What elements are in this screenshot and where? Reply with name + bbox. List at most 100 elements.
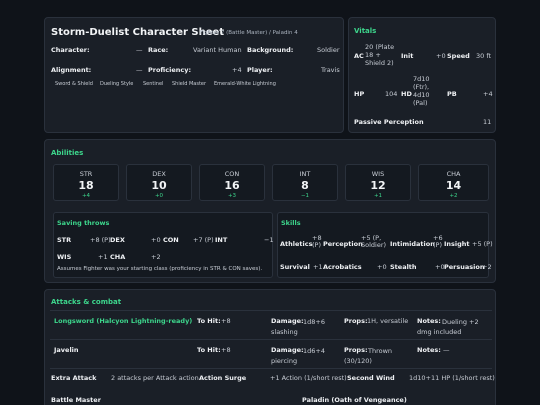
ability-mod: −1 (300, 193, 310, 199)
pb-value: +4 (483, 90, 493, 98)
ac-label: AC (354, 52, 364, 60)
attacks-card: Attacks & combat Longsword (Halcyon Ligh… (44, 289, 496, 405)
damage-value: 1d6+4 piercing (271, 347, 325, 365)
ability-name: CON (224, 170, 240, 178)
ability-wis: WIS 12 +1 (345, 164, 411, 201)
divider (50, 339, 492, 340)
ability-name: STR (79, 170, 93, 178)
vitals-title: Vitals (354, 27, 377, 35)
skill-name: Stealth (390, 263, 417, 271)
tag: Emerald-White Lightning (214, 81, 276, 87)
save-name: DEX (110, 236, 125, 244)
save-value: +0 (151, 236, 161, 244)
save-value: +8 (P) (90, 236, 111, 244)
ability-mod: +3 (227, 193, 237, 199)
notes-label: Notes: (417, 317, 441, 325)
save-name: STR (57, 236, 72, 244)
props-label: Props: (344, 346, 368, 354)
ability-score: 8 (301, 179, 309, 192)
second-wind-label: Second Wind (347, 374, 395, 382)
race-value: Variant Human (193, 46, 242, 54)
tag: Sword & Shield (55, 81, 93, 87)
divider (50, 310, 492, 311)
speed-label: Speed (447, 52, 470, 60)
skill-name: Athletics (280, 240, 313, 248)
character-label: Character: (51, 46, 90, 54)
props-value: 1H, versatile (367, 317, 409, 325)
header-card: Storm-Duelist Character Sheet Fighter 7 … (44, 17, 344, 133)
skill-value: +5 (P, Soldier) (361, 234, 387, 249)
skill-value: +5 (P) (472, 240, 493, 248)
paladin-label: Paladin (Oath of Vengeance) (302, 396, 407, 404)
ability-mod: +0 (154, 193, 164, 199)
ability-dex: DEX 10 +0 (126, 164, 192, 201)
tohit-value: +8 (221, 346, 231, 354)
skills-title: Skills (281, 219, 301, 227)
ability-score: 14 (445, 179, 462, 192)
alignment-label: Alignment: (51, 66, 92, 74)
skill-name: Survival (280, 263, 310, 271)
pb-label: PB (447, 90, 457, 98)
tohit-label: To Hit: (197, 317, 221, 325)
character-value: — (136, 46, 143, 54)
tag: Sentinel (143, 81, 164, 87)
saving-throws-title: Saving throws (57, 219, 110, 227)
second-wind-value: 1d10+11 HP (1/short rest) (409, 374, 495, 382)
save-name: CHA (110, 253, 126, 261)
save-value: −1 (264, 236, 274, 244)
hd-value: 7d10 (Ftr), 4d10 (Pal) (413, 75, 430, 107)
page-title: Storm-Duelist Character Sheet (51, 27, 225, 38)
skill-name: Intimidation (390, 240, 435, 248)
skill-value: +8 (P) (312, 234, 322, 249)
ability-cha: CHA 14 +2 (418, 164, 489, 201)
speed-value: 30 ft (476, 52, 492, 60)
props-value: Thrown (30/120) (344, 347, 393, 365)
saves-note: Assumes Fighter was your starting class … (57, 266, 263, 272)
save-name: INT (215, 236, 228, 244)
ability-str: STR 18 +4 (53, 164, 119, 201)
attack-name[interactable]: Longsword (Halcyon Lightning-ready) (54, 317, 193, 325)
skill-name: Acrobatics (323, 263, 362, 271)
props-label: Props: (344, 317, 368, 325)
passive-perception-label: Passive Perception (354, 118, 424, 126)
player-value: Travis (321, 66, 340, 74)
attack-name[interactable]: Javelin (54, 346, 79, 354)
save-name: CON (163, 236, 179, 244)
init-label: Init (401, 52, 414, 60)
skill-value: +6 (P) (433, 234, 443, 249)
skill-value: +1 (313, 263, 323, 271)
tohit-value: +8 (221, 317, 231, 325)
ability-name: CHA (446, 170, 461, 178)
attacks-title: Attacks & combat (51, 298, 122, 306)
page-subtitle: Fighter 7 (Battle Master) / Paladin 4 (200, 30, 298, 36)
background-label: Background: (247, 46, 294, 54)
skill-name: Persuasion (444, 263, 485, 271)
ability-mod: +2 (449, 193, 458, 199)
action-surge-label: Action Surge (199, 374, 247, 382)
race-label: Race: (148, 46, 169, 54)
extra-attack-label: Extra Attack (51, 374, 97, 382)
damage-label: Damage: (271, 346, 304, 354)
ability-int: INT 8 −1 (272, 164, 338, 201)
notes-value: — (443, 346, 450, 354)
skill-name: Perception (323, 240, 363, 248)
divider (50, 368, 492, 369)
save-name: WIS (57, 253, 72, 261)
battle-master-label: Battle Master (51, 396, 101, 404)
save-value: +1 (98, 253, 108, 261)
save-value: +7 (P) (193, 236, 214, 244)
skill-name: Insight (444, 240, 470, 248)
ability-score: 16 (224, 179, 240, 192)
tag: Dueling Style (100, 81, 134, 87)
saving-throws-panel: Saving throws STR +8 (P) DEX +0 CON +7 (… (53, 212, 274, 278)
save-value: +2 (151, 253, 161, 261)
ability-mod: +1 (373, 193, 383, 199)
init-value: +0 (436, 52, 446, 60)
vitals-card: Vitals AC 20 (Plate 18 + Shield 2) Init … (348, 17, 496, 133)
ac-value: 20 (Plate 18 + Shield 2) (365, 43, 395, 67)
ability-score: 18 (78, 179, 94, 192)
hp-label: HP (354, 90, 365, 98)
hp-value: 104 (385, 90, 398, 98)
damage-value: 1d8+6 slashing (271, 318, 325, 336)
ability-name: WIS (371, 170, 385, 178)
